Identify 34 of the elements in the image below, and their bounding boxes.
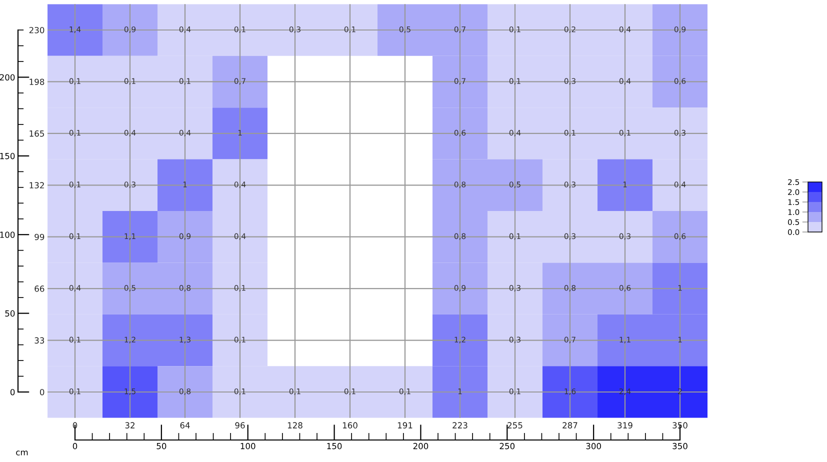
y-tick-label: 99: [34, 234, 44, 240]
y-tick-label: 230: [29, 26, 44, 34]
y2-tick-label: 50: [5, 310, 15, 317]
y2-tick-label: 200: [0, 74, 15, 80]
x2-tick-label: 50: [156, 442, 166, 450]
y2-tick-label: 150: [0, 152, 15, 160]
x2-axis-title: cm: [16, 450, 28, 456]
y-tick-label: 66: [34, 286, 44, 292]
y-tick-label: 198: [30, 78, 44, 85]
x-tick-label: 287: [562, 422, 578, 428]
x2-tick-label: 350: [672, 442, 688, 450]
y2-tick-label: 100: [0, 232, 15, 238]
x2-tick-label: 250: [500, 442, 515, 450]
x-tick-label: 128: [288, 422, 302, 428]
x2-tick-label: 0: [72, 442, 78, 450]
x-tick-label: 0: [72, 422, 78, 428]
x-tick-label: 191: [398, 422, 412, 428]
y-tick-label: 33: [34, 337, 44, 344]
y-tick-label: 165: [30, 130, 44, 137]
x-tick-label: 160: [342, 422, 358, 428]
x2-tick-label: 200: [413, 442, 428, 450]
x-tick-label: 32: [125, 422, 134, 428]
x2-tick-label: 100: [240, 442, 256, 450]
x-tick-label: 96: [235, 422, 245, 428]
x-tick-label: 350: [672, 422, 688, 428]
y-tick-label: 0: [40, 388, 44, 396]
x-tick-label: 319: [618, 422, 632, 428]
y-tick-label: 132: [30, 182, 44, 188]
x-tick-label: 64: [180, 422, 190, 428]
x2-tick-label: 150: [327, 442, 342, 450]
x-tick-label: 223: [452, 422, 468, 428]
y2-tick-label: 0: [10, 388, 15, 396]
x-tick-label: 255: [508, 422, 522, 428]
x2-tick-label: 300: [586, 442, 601, 450]
